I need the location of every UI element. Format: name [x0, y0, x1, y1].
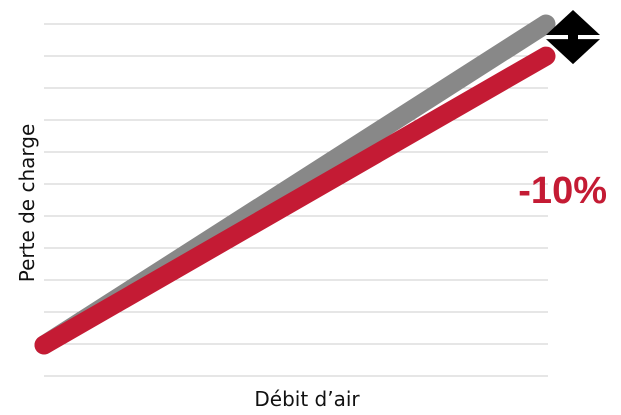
series-line-red — [34, 46, 556, 355]
arrow-head-down — [546, 39, 600, 65]
arrow-head-up — [546, 10, 600, 35]
x-axis-label: Débit d’air — [254, 387, 360, 411]
annotation-label: -10% — [518, 170, 607, 212]
difference-arrow — [546, 10, 600, 65]
y-axis-label: Perte de charge — [15, 124, 39, 283]
arrow-shaft — [568, 32, 578, 43]
series-lines — [34, 14, 556, 355]
